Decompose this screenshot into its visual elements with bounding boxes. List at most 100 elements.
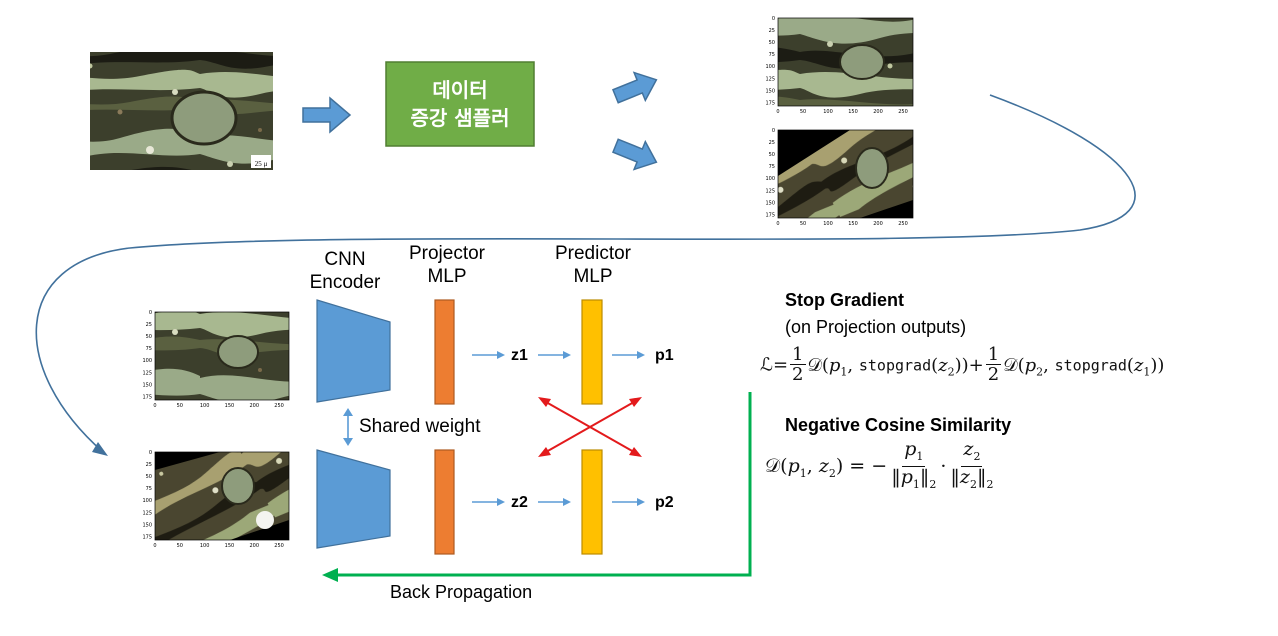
encoder-label: CNN Encoder [300,248,390,294]
augmentation-sampler-label: 데이터 증강 샘플러 [386,62,534,146]
x-tick-label: 200 [873,109,883,115]
x-tick-label: 250 [898,221,908,227]
y-tick-label: 100 [765,64,775,70]
x-tick-label: 150 [225,543,235,549]
loss-formula: ℒ= 1 2 𝒟(p1, stopgrad(z2))+ 1 2 𝒟(p2, stopgrad… [760,344,1165,385]
p1-label: p1 [655,347,674,364]
y-tick-label: 125 [765,76,775,82]
flow-curve-arrowhead [92,442,108,456]
sampler-label-line2: 증강 샘플러 [410,106,510,130]
arrow-to-view1 [612,71,658,104]
projector-mlp-top [434,299,455,405]
x-tick-label: 100 [823,109,833,115]
x-tick-label: 100 [200,403,210,409]
y-tick-label: 75 [146,486,152,492]
stop-gradient-subtitle: (on Projection outputs) [785,317,967,337]
back-propagation-arrow [336,392,752,577]
predictor-label-line2: MLP [573,266,613,287]
y-tick-label: 75 [769,52,775,58]
y-tick-label: 50 [146,474,152,480]
cosine-formula: 𝒟(p1, z2) = − p1 ‖p1‖2 · z2 ‖z2‖2 [765,438,994,491]
y-tick-label: 0 [149,310,152,316]
cnn-encoder-bottom [316,449,391,549]
y-tick-label: 150 [142,522,152,528]
shared-weight-arrow [343,408,353,446]
y-tick-label: 150 [765,88,775,94]
x-tick-label: 0 [153,403,156,409]
augmentation-sampler-box [385,61,535,147]
y-tick-label: 50 [146,334,152,340]
x-tick-label: 250 [898,109,908,115]
arrow-to-view2 [612,138,658,171]
x-tick-label: 100 [200,543,210,549]
y-tick-label: 25 [146,462,152,468]
x-tick-label: 0 [153,543,156,549]
y-tick-label: 25 [146,322,152,328]
input-micrograph [90,52,273,170]
sampler-label-line1: 데이터 [432,78,488,102]
projector-mlp-bottom [434,449,455,555]
encoder-label-line2: Encoder [309,272,381,293]
encoder-label-line1: CNN [324,249,366,270]
y-tick-label: 175 [765,100,775,106]
predictor-label-line1: Predictor [554,243,632,264]
projector-label-line2: MLP [427,266,467,287]
y-tick-label: 150 [765,200,775,206]
x-tick-label: 150 [848,221,858,227]
y-tick-label: 0 [149,450,152,456]
y-tick-label: 175 [142,534,152,540]
scale-bar-label: 25 μ [255,160,268,168]
x-tick-label: 200 [249,403,259,409]
x-tick-label: 0 [776,221,779,227]
x-tick-label: 50 [177,543,183,549]
y-tick-label: 25 [769,28,775,34]
x-tick-label: 250 [274,543,284,549]
x-tick-label: 100 [823,221,833,227]
x-tick-label: 50 [177,403,183,409]
back-propagation-arrowhead [322,568,338,582]
y-tick-label: 125 [765,188,775,194]
shared-weight-label: Shared weight [359,416,481,437]
x-tick-label: 0 [776,109,779,115]
y-tick-label: 150 [142,382,152,388]
back-propagation-label: Back Propagation [390,582,533,602]
predictor-mlp-top [581,299,603,405]
y-tick-label: 75 [146,346,152,352]
y-tick-label: 100 [765,176,775,182]
y-tick-label: 0 [772,16,775,22]
x-tick-label: 200 [249,543,259,549]
y-tick-label: 25 [769,140,775,146]
predictor-mlp-bottom [581,449,603,555]
x-tick-label: 200 [873,221,883,227]
cross-comparison-arrows [538,397,642,457]
predictor-label: Predictor MLP [540,242,646,288]
x-tick-label: 150 [848,109,858,115]
projector-label-line1: Projector [408,243,486,264]
y-tick-label: 125 [142,510,152,516]
negative-cosine-title: Negative Cosine Similarity [785,415,1012,435]
z2-label: z2 [511,494,528,511]
x-tick-label: 50 [800,109,806,115]
small-flow-arrows [472,351,645,506]
x-tick-label: 50 [800,221,806,227]
z1-label: z1 [511,347,528,364]
projector-label: Projector MLP [395,242,499,288]
cnn-encoder-top [316,299,391,403]
y-tick-label: 100 [142,358,152,364]
y-tick-label: 100 [142,498,152,504]
arrow-to-sampler [302,96,352,134]
x-tick-label: 150 [225,403,235,409]
p2-label: p2 [655,494,674,511]
flow-curve-arrow [35,94,1136,453]
y-tick-label: 75 [769,164,775,170]
y-tick-label: 0 [772,128,775,134]
y-tick-label: 50 [769,152,775,158]
y-tick-label: 175 [142,394,152,400]
y-tick-label: 125 [142,370,152,376]
y-tick-label: 50 [769,40,775,46]
